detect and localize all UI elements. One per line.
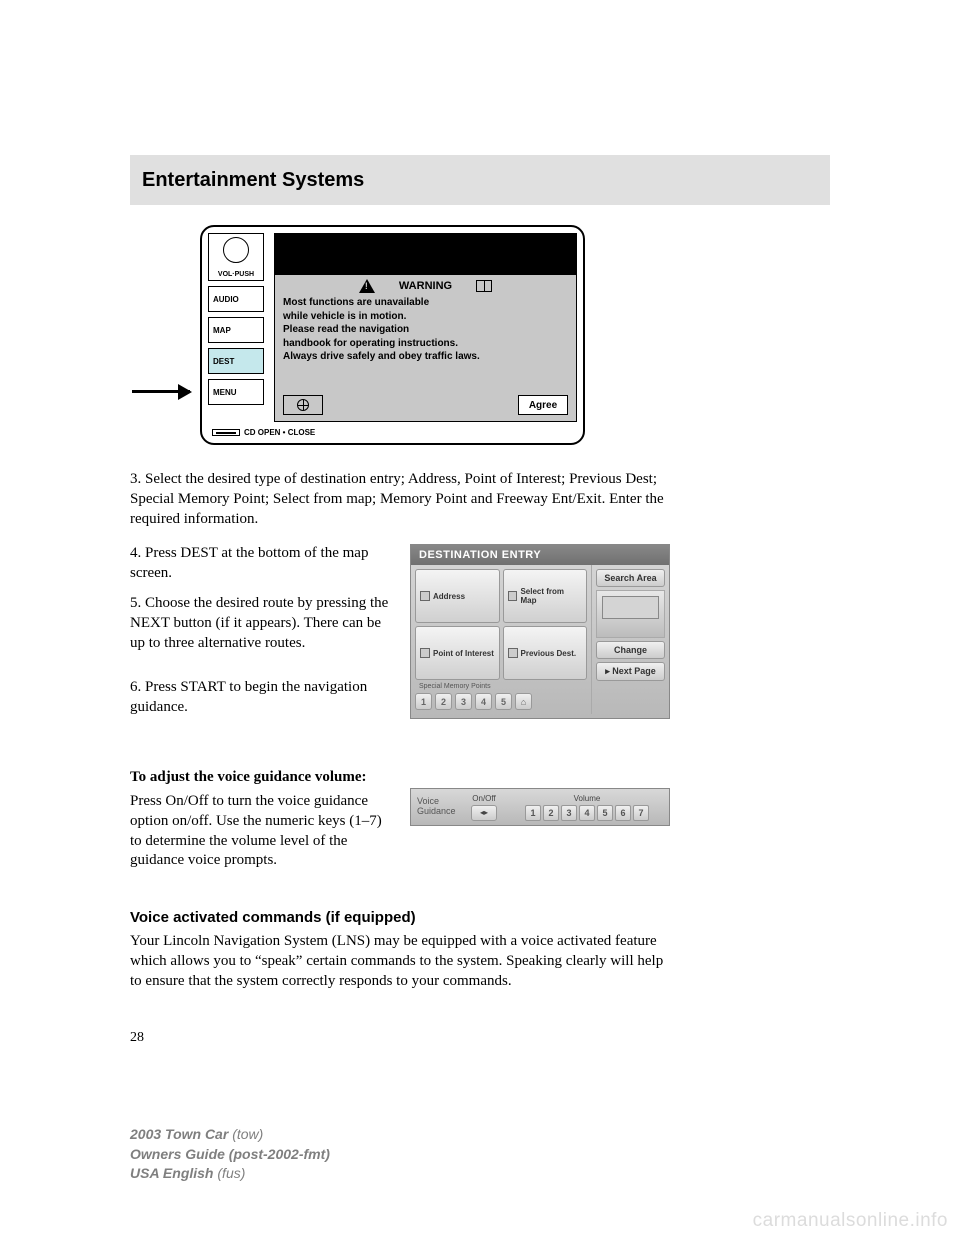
change-button[interactable]: Change	[596, 641, 665, 659]
memory-1-button[interactable]: 1	[415, 693, 432, 710]
callout-arrow	[132, 390, 190, 393]
screen-top-black	[274, 233, 577, 275]
voice-guidance-label: Voice Guidance	[417, 797, 465, 817]
address-button[interactable]: Address	[415, 569, 500, 623]
poi-icon	[420, 648, 430, 658]
volume-6-button[interactable]: 6	[615, 805, 631, 821]
globe-icon	[297, 399, 309, 411]
map-icon	[508, 591, 518, 601]
cd-slot-icon	[212, 429, 240, 436]
volume-1-button[interactable]: 1	[525, 805, 541, 821]
memory-points-label: Special Memory Points	[415, 683, 587, 690]
warning-screen: WARNING Most functions are unavailable w…	[274, 275, 577, 422]
audio-button[interactable]: AUDIO	[208, 286, 264, 312]
poi-button[interactable]: Point of Interest	[415, 626, 500, 680]
cd-slot-label: CD OPEN • CLOSE	[212, 428, 315, 437]
select-from-map-button[interactable]: Select from Map	[503, 569, 588, 623]
memory-5-button[interactable]: 5	[495, 693, 512, 710]
next-page-button[interactable]: ▸ Next Page	[596, 662, 665, 681]
voice-volume-text: Press On/Off to turn the voice guidance …	[130, 792, 390, 871]
dest-button[interactable]: DEST	[208, 348, 264, 374]
volume-knob[interactable]: VOL·PUSH	[208, 233, 264, 281]
step-5-text: 5. Choose the desired route by pressing …	[130, 594, 390, 653]
volume-7-button[interactable]: 7	[633, 805, 649, 821]
manual-book-icon	[476, 280, 492, 292]
volume-title: Volume	[574, 794, 601, 803]
voice-guidance-screenshot: Voice Guidance On/Off ◂▸ Volume 1 2 3 4 …	[410, 788, 670, 826]
prev-icon	[508, 648, 518, 658]
voice-commands-text: Your Lincoln Navigation System (LNS) may…	[130, 932, 670, 991]
previous-dest-button[interactable]: Previous Dest.	[503, 626, 588, 680]
volume-label: VOL·PUSH	[209, 271, 263, 278]
volume-5-button[interactable]: 5	[597, 805, 613, 821]
footer-meta: 2003 Town Car (tow) Owners Guide (post-2…	[130, 1125, 330, 1184]
voice-commands-heading: Voice activated commands (if equipped)	[130, 908, 670, 928]
step-6-text: 6. Press START to begin the navigation g…	[130, 678, 390, 718]
voice-volume-heading: To adjust the voice guidance volume:	[130, 768, 670, 788]
onoff-title: On/Off	[472, 794, 495, 803]
page-number: 28	[130, 1030, 144, 1046]
language-button[interactable]	[283, 395, 323, 415]
agree-button[interactable]: Agree	[518, 395, 568, 415]
warning-text: Most functions are unavailable while veh…	[283, 296, 568, 364]
memory-3-button[interactable]: 3	[455, 693, 472, 710]
destination-entry-screenshot: DESTINATION ENTRY Address Select from Ma…	[410, 544, 670, 719]
dest-title: DESTINATION ENTRY	[411, 545, 669, 565]
address-icon	[420, 591, 430, 601]
watermark: carmanualsonline.info	[753, 1210, 948, 1232]
nav-unit-illustration: VOL·PUSH AUDIO MAP DEST MENU WARNING Mos…	[200, 225, 585, 445]
volume-2-button[interactable]: 2	[543, 805, 559, 821]
onoff-toggle[interactable]: ◂▸	[471, 805, 497, 821]
memory-2-button[interactable]: 2	[435, 693, 452, 710]
map-button[interactable]: MAP	[208, 317, 264, 343]
section-header: Entertainment Systems	[130, 155, 830, 205]
memory-4-button[interactable]: 4	[475, 693, 492, 710]
step-3-text: 3. Select the desired type of destinatio…	[130, 470, 670, 529]
warning-triangle-icon	[359, 279, 375, 293]
section-title: Entertainment Systems	[142, 169, 364, 192]
search-area-label: Search Area	[596, 569, 665, 587]
step-4-text: 4. Press DEST at the bottom of the map s…	[130, 544, 390, 584]
search-area-map	[596, 590, 665, 638]
volume-4-button[interactable]: 4	[579, 805, 595, 821]
warning-title: WARNING	[399, 280, 452, 292]
memory-home-button[interactable]: ⌂	[515, 693, 532, 710]
menu-button[interactable]: MENU	[208, 379, 264, 405]
volume-3-button[interactable]: 3	[561, 805, 577, 821]
